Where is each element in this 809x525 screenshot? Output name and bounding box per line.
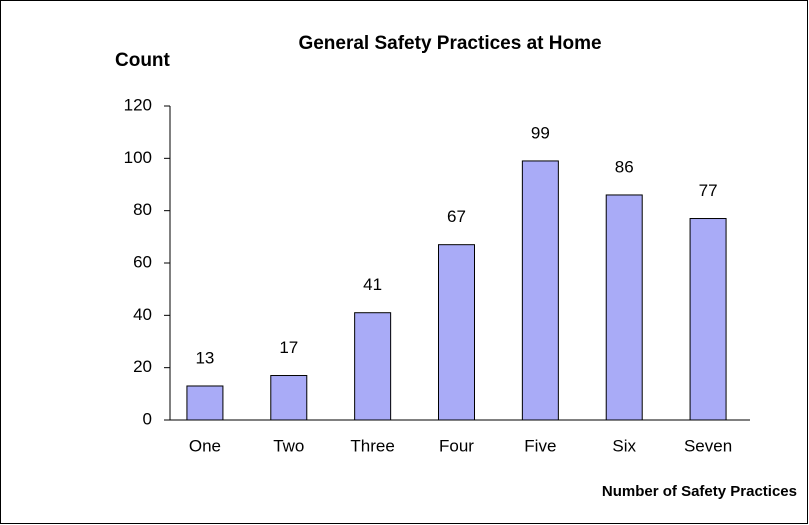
y-tick-label: 40 [133, 305, 152, 324]
bar [521, 160, 559, 421]
y-tick-label: 120 [124, 95, 152, 114]
y-tick-label: 0 [143, 409, 152, 428]
data-label: 13 [195, 348, 214, 367]
chart-title: General Safety Practices at Home [298, 33, 601, 54]
x-tick-label: Four [439, 436, 474, 455]
y-tick-label: 20 [133, 357, 152, 376]
data-label: 17 [279, 338, 298, 357]
data-label: 41 [363, 275, 382, 294]
bar [186, 385, 224, 421]
y-tick-label: 80 [133, 200, 152, 219]
x-axis-label: Number of Safety Practices [602, 483, 797, 500]
bar [689, 218, 727, 421]
data-label: 99 [531, 123, 550, 142]
x-tick-label: Three [350, 436, 394, 455]
x-tick-label: Five [524, 436, 556, 455]
bar [438, 244, 475, 421]
data-label: 67 [447, 207, 466, 226]
y-axis-label: Count [115, 50, 171, 71]
x-tick-label: Seven [684, 436, 732, 455]
x-tick-label: Six [612, 436, 636, 455]
data-label: 86 [615, 157, 634, 176]
bar [354, 312, 392, 421]
bar [270, 375, 308, 421]
x-tick-label: One [189, 436, 221, 455]
bar [605, 194, 643, 421]
x-tick-label: Two [273, 436, 304, 455]
y-tick-label: 100 [124, 148, 152, 167]
data-label: 77 [699, 181, 718, 200]
y-tick-label: 60 [133, 252, 152, 271]
